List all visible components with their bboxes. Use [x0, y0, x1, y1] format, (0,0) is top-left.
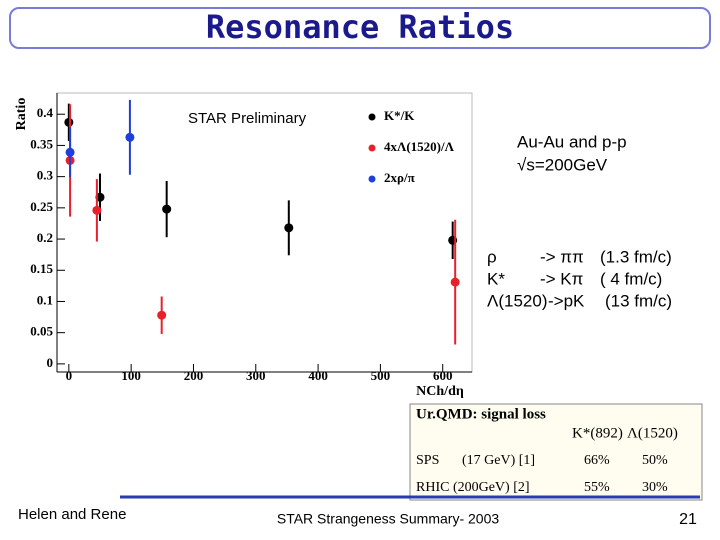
- data-point: [64, 117, 74, 127]
- data-point: [92, 205, 102, 215]
- lifetime-text: -> Kπ: [540, 269, 583, 288]
- data-point: [157, 310, 167, 320]
- lifetime-text: (1.3 fm/c): [600, 247, 672, 266]
- legend-label: 2xρ/π: [384, 170, 415, 185]
- legend-label: 4xΛ(1520)/Λ: [384, 139, 455, 154]
- table-cell: RHIC (200GeV) [2]: [416, 480, 530, 495]
- slide-title: Resonance Ratios: [206, 8, 514, 46]
- table-cell: 30%: [642, 480, 668, 495]
- lifetime-text: ( 4 fm/c): [600, 269, 662, 288]
- lifetime-text: (13 fm/c): [605, 291, 672, 310]
- x-tick-label: 100: [121, 368, 141, 383]
- table-cell: 50%: [642, 453, 668, 468]
- plot-frame: [56, 92, 473, 373]
- legend-label: K*/K: [384, 108, 415, 123]
- y-tick-label: 0.3: [37, 168, 54, 183]
- x-tick-label: 0: [66, 368, 73, 383]
- x-tick-label: 600: [433, 368, 453, 383]
- data-point: [125, 132, 135, 142]
- y-tick-label: 0.35: [30, 136, 53, 151]
- lifetime-text: ->pK: [548, 291, 585, 310]
- footer-center: STAR Strangeness Summary- 2003: [277, 511, 499, 527]
- x-tick-label: 300: [246, 368, 266, 383]
- table-cell: 55%: [584, 480, 610, 495]
- y-tick-label: 0.1: [37, 292, 53, 307]
- energy-label: √s=200GeV: [517, 155, 608, 174]
- y-tick-label: 0.4: [37, 105, 54, 120]
- annotation: STAR Preliminary: [188, 110, 307, 127]
- x-tick-label: 500: [371, 368, 391, 383]
- y-axis-label: Ratio: [14, 98, 29, 131]
- y-tick-label: 0.2: [37, 230, 53, 245]
- page-number: 21: [679, 511, 697, 528]
- data-point: [284, 223, 294, 233]
- y-tick-label: 0.05: [30, 324, 53, 339]
- legend-marker: [368, 113, 376, 121]
- table-caption: Ur.QMD: signal loss: [416, 406, 546, 422]
- y-tick-label: 0.25: [30, 199, 53, 214]
- table-header: Λ(1520): [627, 425, 678, 441]
- lifetime-text: -> ππ: [540, 247, 584, 266]
- system-label: Au-Au and p-p: [517, 132, 627, 151]
- table-cell: (17 GeV) [1]: [462, 453, 535, 468]
- lifetime-text: ρ: [487, 247, 497, 266]
- data-point: [65, 147, 75, 157]
- x-axis-label: NCh/dη: [416, 384, 464, 399]
- data-point: [450, 277, 460, 287]
- table-cell: 66%: [584, 453, 610, 468]
- y-tick-label: 0.15: [30, 261, 53, 276]
- lifetime-text: K*: [487, 269, 505, 288]
- x-tick-label: 200: [184, 368, 204, 383]
- footer-left: Helen and Rene: [18, 506, 126, 523]
- title-frame: [9, 7, 711, 49]
- data-point: [162, 204, 172, 214]
- table-header: K*(892): [572, 425, 623, 441]
- y-tick-label: 0: [47, 355, 54, 370]
- legend-marker: [368, 175, 376, 183]
- legend-marker: [368, 144, 376, 152]
- x-tick-label: 400: [308, 368, 328, 383]
- lifetime-text: Λ(1520): [487, 291, 548, 310]
- table-frame: [409, 403, 703, 501]
- table-cell: SPS: [416, 453, 439, 468]
